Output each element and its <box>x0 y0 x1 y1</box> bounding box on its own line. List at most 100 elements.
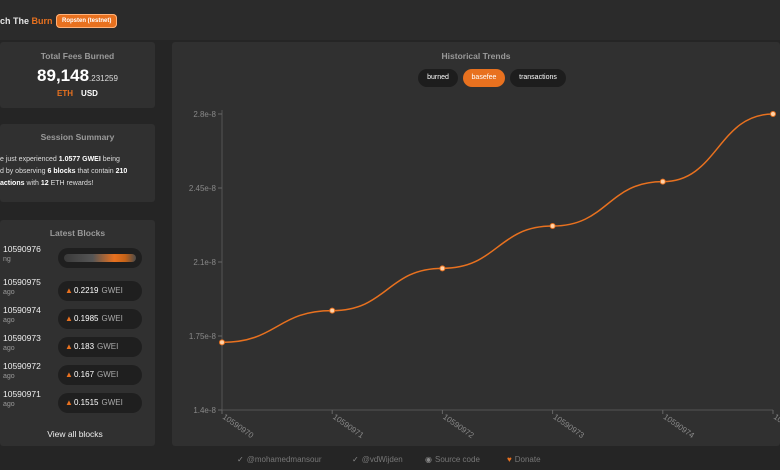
summary-gwei-unit: GWEI <box>80 156 101 163</box>
y-tick-label: 1.75e-8 <box>189 332 217 341</box>
block-gwei-pill: ▲ 0.167 GWEI <box>58 365 142 385</box>
block-gwei-unit: GWEI <box>101 398 123 407</box>
twitter-icon: ✓ <box>352 455 359 464</box>
footer-link-label: Source code <box>434 455 480 464</box>
footer-twitter-mohamed[interactable]: ✓ @mohamedmansour <box>237 455 322 464</box>
total-fees-value: 89,148.231259 <box>0 66 155 86</box>
summary-line-1: e just experienced 1.0577 GWEI being <box>0 154 150 166</box>
summary-text: that contain <box>75 168 116 175</box>
footer-link-label: Donate <box>514 455 541 464</box>
unit-usd-toggle[interactable]: USD <box>81 89 98 98</box>
block-gwei-value: 0.1515 <box>74 398 99 407</box>
block-row[interactable]: 10590973 ago ▲ 0.183 GWEI <box>0 333 155 359</box>
pending-indicator <box>58 248 142 268</box>
block-number[interactable]: 10590972 <box>3 361 41 371</box>
toggle-burned[interactable]: burned <box>418 69 458 87</box>
block-age: ago <box>3 317 15 324</box>
x-tick-label: 10590972 <box>441 412 476 440</box>
data-point <box>770 111 776 117</box>
session-summary-panel: Session Summary e just experienced 1.057… <box>0 124 155 202</box>
app-title-prefix: ch The <box>0 16 32 26</box>
footer-twitter-vdwijden[interactable]: ✓ @vdWijden <box>352 455 403 464</box>
block-row[interactable]: 10590975 ago ▲ 0.2219 GWEI <box>0 277 155 303</box>
block-age: ng <box>3 256 11 263</box>
block-age: ago <box>3 289 15 296</box>
block-gwei-value: 0.167 <box>74 370 95 379</box>
total-fees-integer: 89,148 <box>37 66 90 85</box>
footer-link-label: @vdWijden <box>361 455 403 464</box>
toggle-basefee[interactable]: basefee <box>463 69 505 87</box>
session-summary-title: Session Summary <box>40 132 115 142</box>
summary-text: d by observing <box>0 168 48 175</box>
block-row[interactable]: 10590974 ago ▲ 0.1985 GWEI <box>0 305 155 331</box>
x-tick-label: 10590970 <box>221 412 256 440</box>
block-row[interactable]: 10590971 ago ▲ 0.1515 GWEI <box>0 389 155 415</box>
historical-trends-panel: Historical Trends burned basefee transac… <box>172 42 780 446</box>
unit-eth-toggle[interactable]: ETH <box>57 89 74 98</box>
twitter-icon: ✓ <box>237 455 244 464</box>
block-gwei-pill: ▲ 0.183 GWEI <box>58 337 142 357</box>
flame-icon: ▲ <box>65 286 73 295</box>
block-gwei-unit: GWEI <box>97 370 119 379</box>
summary-reward-value: 12 <box>40 180 49 187</box>
footer-donate[interactable]: ♥ Donate <box>507 455 541 464</box>
block-age: ago <box>3 345 15 352</box>
x-tick-label: 10590971 <box>331 412 366 440</box>
block-number[interactable]: 10590975 <box>3 277 41 287</box>
network-badge[interactable]: Ropsten (testnet) <box>56 14 118 28</box>
block-gwei-pill: ▲ 0.1985 GWEI <box>58 309 142 329</box>
summary-text: with <box>24 180 41 187</box>
footer: ✓ @mohamedmansour ✓ @vdWijden ◉ Source code… <box>0 452 780 470</box>
block-gwei-value: 0.1985 <box>74 314 99 323</box>
summary-line-2: d by observing 6 blocks that contain 210 <box>0 166 150 178</box>
data-point <box>549 223 556 230</box>
block-age: ago <box>3 373 15 380</box>
block-number[interactable]: 10590976 <box>3 244 41 254</box>
flame-icon: ▲ <box>65 398 73 407</box>
x-tick-label: 10590975 <box>772 412 780 440</box>
summary-tx-label: actions <box>0 180 25 187</box>
block-gwei-unit: GWEI <box>101 314 123 323</box>
flame-icon: ▲ <box>65 342 73 351</box>
pending-progress-bar <box>64 254 136 262</box>
y-tick-label: 2.45e-8 <box>189 184 217 193</box>
github-icon: ◉ <box>425 455 432 464</box>
header: ch The Burn Ropsten (testnet) <box>0 0 780 40</box>
data-point <box>219 339 225 346</box>
summary-text: being <box>100 156 120 163</box>
block-gwei-unit: GWEI <box>97 342 119 351</box>
block-gwei-pill: ▲ 0.2219 GWEI <box>58 281 142 301</box>
summary-line-3: actions with 12 ETH rewards! <box>0 178 150 190</box>
block-row[interactable]: 10590972 ago ▲ 0.167 GWEI <box>0 361 155 387</box>
basefee-line-chart: 1.4e-8 1.75e-8 2.1e-8 2.45e-8 2.8e-8 10590970… <box>189 110 780 440</box>
latest-blocks-title: Latest Blocks <box>49 228 106 238</box>
toggle-transactions[interactable]: transactions <box>510 69 566 87</box>
total-fees-decimal: .231259 <box>89 74 118 83</box>
flame-icon: ▲ <box>65 370 73 379</box>
x-tick-label: 10590974 <box>662 412 697 440</box>
block-gwei-value: 0.183 <box>74 342 95 351</box>
summary-gwei-value: 1.0577 <box>58 156 81 163</box>
view-all-blocks-link[interactable]: View all blocks <box>47 429 103 439</box>
block-number[interactable]: 10590974 <box>3 305 41 315</box>
y-tick-label: 2.8e-8 <box>193 110 216 119</box>
data-point <box>329 307 336 314</box>
block-number[interactable]: 10590973 <box>3 333 41 343</box>
block-number[interactable]: 10590971 <box>3 389 41 399</box>
y-tick-label: 1.4e-8 <box>193 406 216 415</box>
summary-text: ETH rewards! <box>48 180 94 187</box>
series-line <box>221 113 774 344</box>
block-row[interactable]: 10590976 ng <box>0 244 155 270</box>
footer-link-label: @mohamedmansour <box>246 455 322 464</box>
app-title-accent: Burn <box>31 16 53 26</box>
summary-block-count: 6 blocks <box>47 168 76 175</box>
summary-text: e just experienced <box>0 156 59 163</box>
summary-tx-count: 210 <box>115 168 128 175</box>
unit-switch: ETH USD <box>0 89 155 98</box>
block-gwei-unit: GWEI <box>101 286 123 295</box>
footer-source-code[interactable]: ◉ Source code <box>425 455 480 464</box>
latest-blocks-panel: Latest Blocks 10590976 ng 10590975 ago ▲… <box>0 220 155 446</box>
y-tick-label: 2.1e-8 <box>193 258 216 267</box>
heart-icon: ♥ <box>507 455 512 464</box>
session-summary-text: e just experienced 1.0577 GWEI being d b… <box>0 154 150 190</box>
